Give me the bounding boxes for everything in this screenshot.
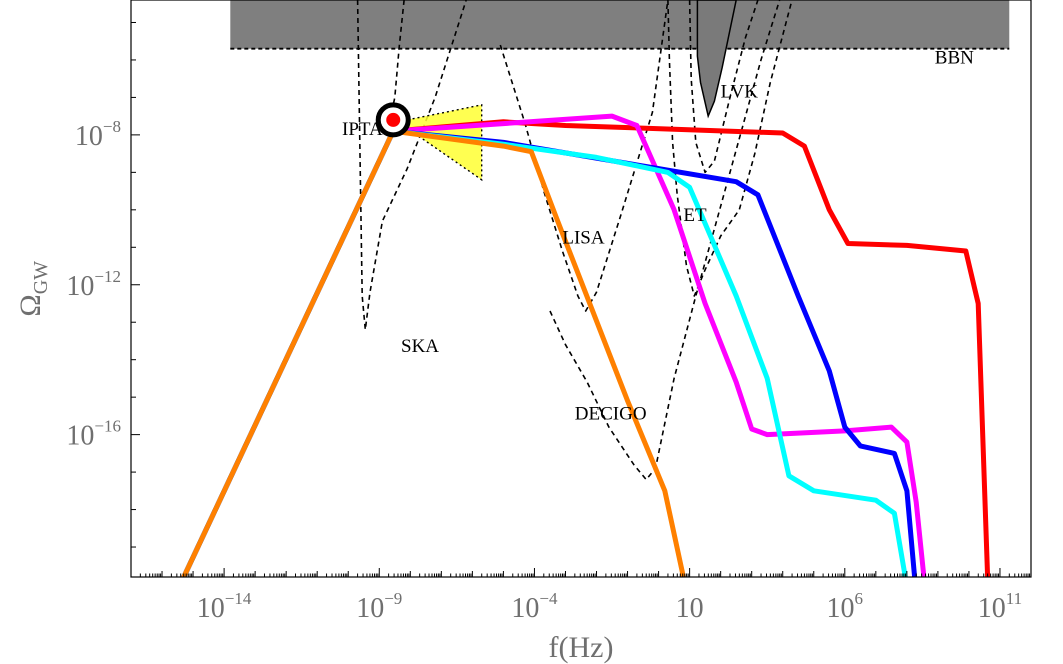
- y-tick-base: 10: [75, 121, 103, 152]
- x-tick-exponent: −14: [225, 589, 252, 608]
- y-axis-label: ΩGW: [14, 261, 52, 317]
- x-tick-exponent: 11: [1006, 589, 1022, 608]
- y-tick-exponent: −8: [103, 117, 121, 136]
- detector-label-lisa: LISA: [562, 228, 605, 249]
- x-tick-base: 10: [827, 593, 855, 624]
- bbn-band: [230, 0, 1010, 49]
- detector-label-decigo: DECIGO: [575, 404, 647, 425]
- x-tick-base: 10: [197, 593, 225, 624]
- x-tick-label: 10−14: [197, 589, 252, 624]
- x-tick-label: 10−9: [356, 589, 402, 624]
- y-tick-exponent: −12: [94, 267, 121, 286]
- y-tick-label: 10−12: [66, 267, 121, 302]
- x-tick-base: 10: [978, 593, 1006, 624]
- x-tick-base: 10: [356, 593, 384, 624]
- bbn-bound-region: [230, 0, 1010, 50]
- y-axis-label-main: Ω: [14, 294, 47, 316]
- spectrum-curves: [181, 113, 991, 577]
- spectrum-curve-2: [181, 113, 927, 577]
- x-tick-exponent: −4: [539, 589, 558, 608]
- y-tick-label: 10−8: [75, 117, 121, 152]
- detector-labels: IPTA SKA LISA ET LVK DECIGO BBN: [342, 48, 974, 425]
- detector-label-et: ET: [683, 205, 707, 226]
- ipta-marker-dot: [386, 112, 401, 127]
- spectrum-curve-1: [181, 119, 991, 577]
- detector-label-ipta: IPTA: [342, 119, 383, 140]
- ipta-marker: [375, 102, 411, 138]
- y-tick-label: 10−16: [66, 417, 121, 452]
- x-tick-exponent: 6: [855, 589, 864, 608]
- plot-frame: [130, 0, 1032, 578]
- x-tick-label: 106: [827, 589, 864, 624]
- sensitivity-curve-ipta: [386, 0, 405, 136]
- y-tick-base: 10: [66, 421, 94, 452]
- y-tick-base: 10: [66, 271, 94, 302]
- lvk-filled-region: [696, 0, 737, 119]
- x-tick-exponent: −9: [384, 589, 402, 608]
- sensitivity-curve-ska: [356, 0, 467, 331]
- x-tick-label: 1011: [978, 589, 1022, 624]
- x-tick-label: 10: [676, 593, 704, 624]
- x-tick-base: 10: [511, 593, 539, 624]
- spectrum-curve-5: [181, 128, 686, 577]
- spectrum-curve-4: [181, 128, 908, 577]
- y-axis-label-sub: GW: [30, 261, 52, 294]
- detector-label-lvk: LVK: [721, 81, 759, 102]
- x-axis-label: f(Hz): [549, 631, 614, 664]
- x-tick-base: 10: [676, 593, 704, 624]
- detector-label-bbn: BBN: [935, 48, 974, 69]
- sensitivity-curve-lvk: [688, 0, 759, 174]
- y-tick-exponent: −16: [94, 417, 121, 436]
- x-tick-label: 10−4: [511, 589, 558, 624]
- detector-label-ska: SKA: [401, 336, 439, 357]
